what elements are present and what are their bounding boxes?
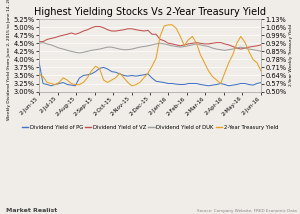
Y-axis label: 2-Year Weekly Treasury Yield: 2-Year Weekly Treasury Yield: [289, 24, 293, 86]
Title: Highest Yielding Stocks Vs 2-Year Treasury Yield: Highest Yielding Stocks Vs 2-Year Treasu…: [34, 7, 266, 17]
Text: Source: Company Website, FRED Economic Data: Source: Company Website, FRED Economic D…: [197, 209, 297, 213]
Legend: Dividend Yield of PG, Dividend Yield of VZ, Dividend Yield of DUK, 2-Year Treasu: Dividend Yield of PG, Dividend Yield of …: [20, 123, 281, 132]
Y-axis label: Weekly Dividend Yield (from June 2, 2015 to June 14, 2016): Weekly Dividend Yield (from June 2, 2015…: [7, 0, 11, 120]
Text: Market Realist: Market Realist: [6, 208, 57, 213]
